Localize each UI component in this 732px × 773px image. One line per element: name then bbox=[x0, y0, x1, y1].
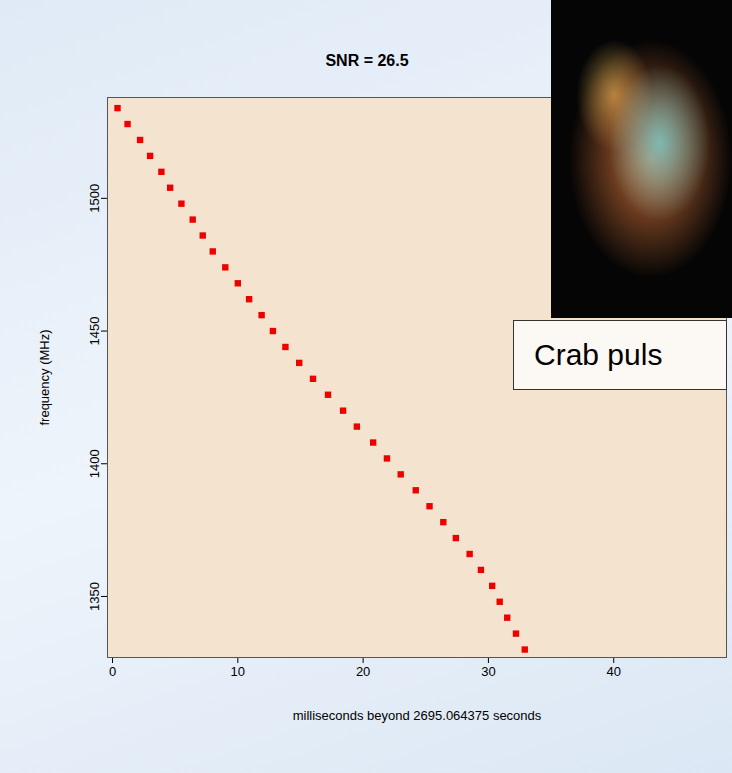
svg-text:0: 0 bbox=[109, 664, 116, 679]
svg-text:milliseconds beyond 2695.06437: milliseconds beyond 2695.064375 seconds bbox=[293, 708, 542, 723]
svg-text:1500: 1500 bbox=[87, 184, 102, 213]
html-text:Crab puls: Crab puls bbox=[534, 338, 663, 371]
svg-text:20: 20 bbox=[356, 664, 370, 679]
svg-text:1400: 1400 bbox=[87, 449, 102, 478]
svg-text:1350: 1350 bbox=[87, 582, 102, 611]
svg-text:frequency (MHz): frequency (MHz) bbox=[37, 329, 52, 425]
svg-text:30: 30 bbox=[481, 664, 495, 679]
svg-text:40: 40 bbox=[606, 664, 620, 679]
html-text:SNR = 26.5: SNR = 26.5 bbox=[325, 52, 409, 69]
svg-text:10: 10 bbox=[231, 664, 245, 679]
svg-text:1450: 1450 bbox=[87, 317, 102, 346]
